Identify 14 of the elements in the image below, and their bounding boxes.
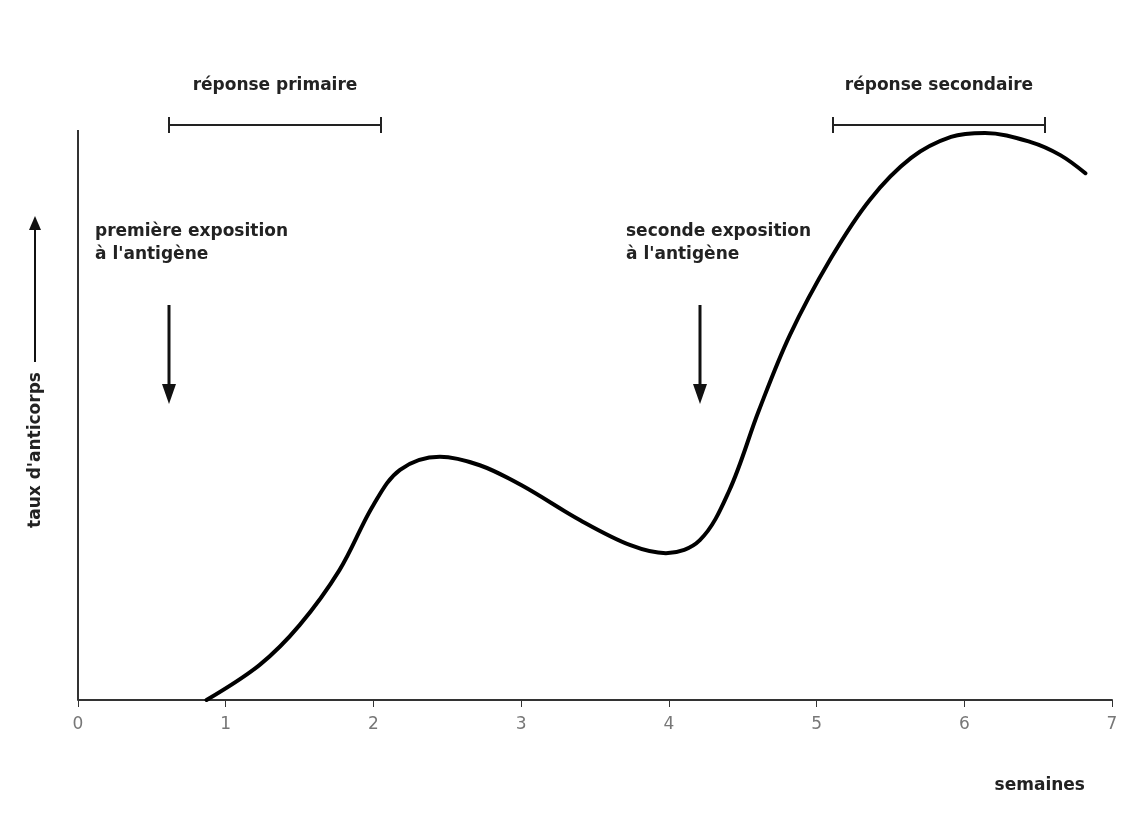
x-tick-label: 3 (515, 712, 527, 733)
x-tick-label: 2 (368, 712, 379, 733)
annotation: première exposition à l'antigène (95, 220, 289, 263)
y-axis-title: taux d'anticorps (24, 372, 44, 528)
x-tick-label: 7 (1106, 712, 1118, 733)
text: réponse primaire (192, 74, 358, 94)
text: réponse secondaire (844, 74, 1034, 94)
x-tick-label: 0 (72, 712, 84, 733)
x-tick-label: 4 (663, 712, 675, 733)
x-tick-label: 6 (958, 712, 970, 733)
annotation: seconde exposition à l'antigène (626, 220, 812, 263)
x-tick-label: 1 (220, 712, 232, 733)
x-axis-title: semaines (994, 774, 1085, 794)
x-tick-label: 5 (811, 712, 822, 733)
